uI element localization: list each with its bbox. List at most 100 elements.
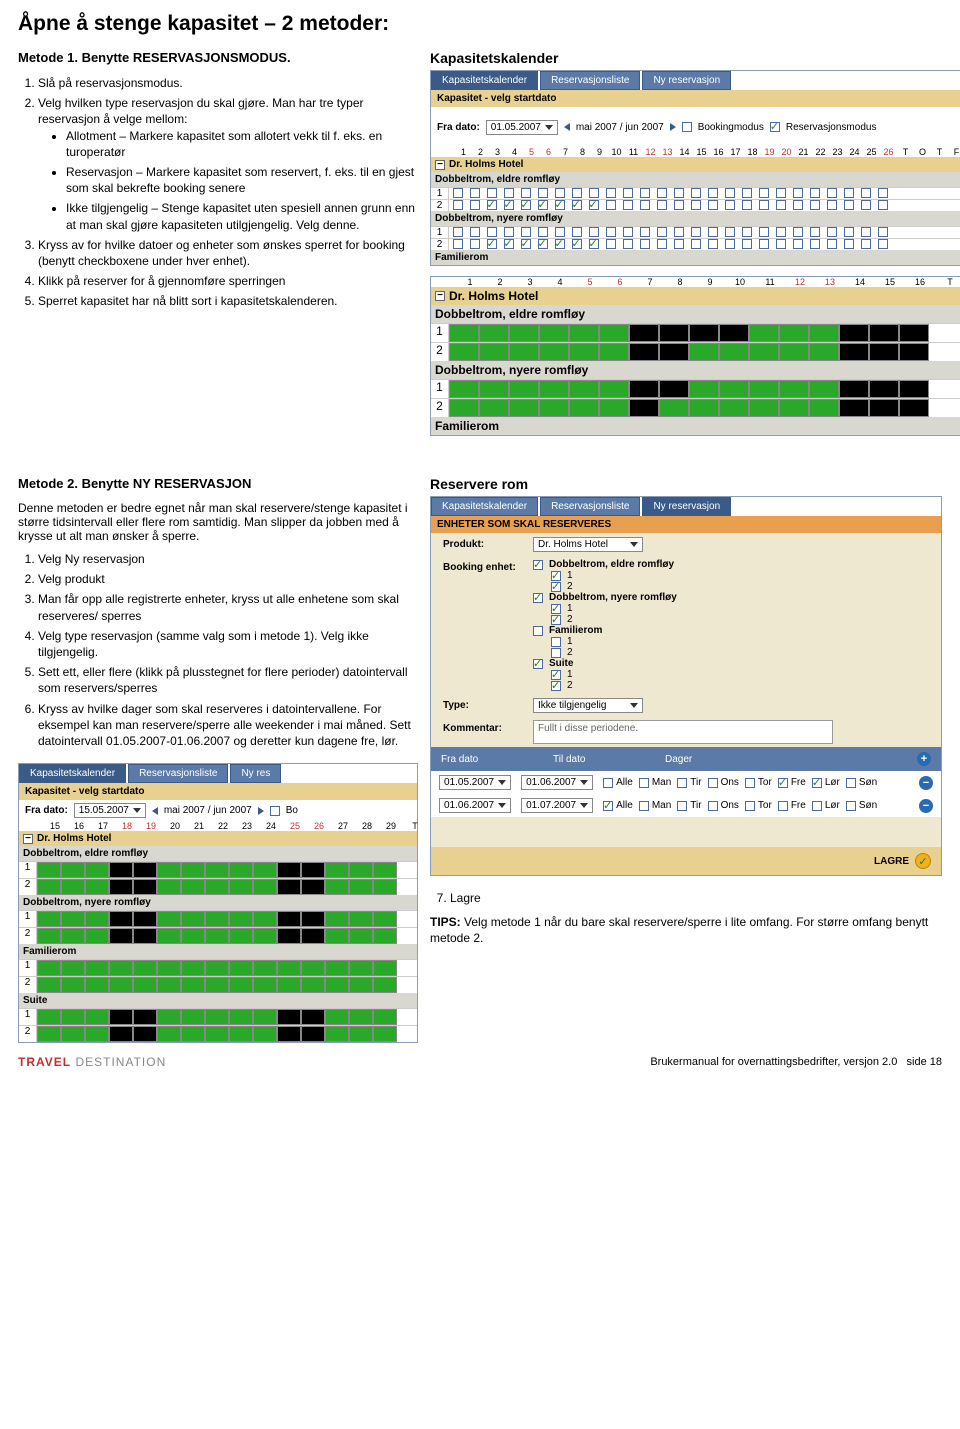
day-checkbox[interactable]	[759, 200, 769, 210]
day-checkbox[interactable]	[810, 227, 820, 237]
day-cell[interactable]	[373, 879, 397, 895]
day-cell[interactable]	[449, 324, 479, 342]
day-checkbox[interactable]	[640, 200, 650, 210]
day-checkbox[interactable]	[878, 200, 888, 210]
day-cell[interactable]	[205, 1009, 229, 1025]
day-cell[interactable]	[325, 960, 349, 976]
day-cell[interactable]	[839, 380, 869, 398]
day-cell[interactable]	[181, 862, 205, 878]
add-row-icon[interactable]: +	[917, 752, 931, 766]
day-cell[interactable]	[133, 1026, 157, 1042]
day-cell[interactable]	[253, 879, 277, 895]
day-cell[interactable]	[229, 1009, 253, 1025]
day-checkbox[interactable]	[691, 239, 701, 249]
day-checkbox[interactable]	[745, 778, 755, 788]
collapse-icon[interactable]: −	[435, 160, 445, 170]
day-cell[interactable]	[325, 911, 349, 927]
tab-reslist[interactable]: Reservasjonsliste	[540, 71, 640, 90]
day-cell[interactable]	[689, 343, 719, 361]
day-checkbox[interactable]	[725, 188, 735, 198]
day-checkbox[interactable]	[555, 239, 565, 249]
day-checkbox[interactable]	[589, 188, 599, 198]
day-cell[interactable]	[133, 977, 157, 993]
day-cell[interactable]	[839, 399, 869, 417]
day-checkbox[interactable]	[453, 200, 463, 210]
from-date[interactable]: 15.05.2007	[74, 803, 146, 818]
day-cell[interactable]	[629, 399, 659, 417]
day-cell[interactable]	[61, 928, 85, 944]
day-cell[interactable]	[719, 380, 749, 398]
unit-checkbox[interactable]	[551, 681, 561, 691]
day-cell[interactable]	[479, 380, 509, 398]
day-checkbox[interactable]	[742, 239, 752, 249]
day-cell[interactable]	[61, 1026, 85, 1042]
day-cell[interactable]	[749, 343, 779, 361]
day-cell[interactable]	[301, 960, 325, 976]
day-cell[interactable]	[373, 960, 397, 976]
to-date[interactable]: 01.06.2007	[521, 775, 593, 790]
day-checkbox[interactable]	[810, 200, 820, 210]
day-checkbox[interactable]	[674, 239, 684, 249]
day-cell[interactable]	[253, 1009, 277, 1025]
day-cell[interactable]	[37, 977, 61, 993]
day-cell[interactable]	[133, 928, 157, 944]
day-cell[interactable]	[37, 879, 61, 895]
day-checkbox[interactable]	[742, 227, 752, 237]
day-cell[interactable]	[133, 879, 157, 895]
day-checkbox[interactable]	[453, 239, 463, 249]
day-cell[interactable]	[61, 960, 85, 976]
day-cell[interactable]	[181, 1009, 205, 1025]
day-cell[interactable]	[325, 879, 349, 895]
type-select[interactable]: Ikke tilgjengelig	[533, 698, 643, 713]
day-cell[interactable]	[809, 380, 839, 398]
day-cell[interactable]	[719, 343, 749, 361]
day-cell[interactable]	[181, 928, 205, 944]
day-checkbox[interactable]	[555, 227, 565, 237]
day-checkbox[interactable]	[861, 188, 871, 198]
day-checkbox[interactable]	[623, 239, 633, 249]
tab-reslist[interactable]: Reservasjonsliste	[128, 764, 228, 783]
day-cell[interactable]	[205, 960, 229, 976]
day-cell[interactable]	[37, 1009, 61, 1025]
day-cell[interactable]	[205, 928, 229, 944]
day-checkbox[interactable]	[776, 200, 786, 210]
day-cell[interactable]	[629, 324, 659, 342]
day-cell[interactable]	[205, 862, 229, 878]
day-checkbox[interactable]	[623, 227, 633, 237]
day-checkbox[interactable]	[521, 239, 531, 249]
day-checkbox[interactable]	[844, 200, 854, 210]
day-cell[interactable]	[61, 879, 85, 895]
day-cell[interactable]	[569, 324, 599, 342]
day-cell[interactable]	[749, 380, 779, 398]
day-checkbox[interactable]	[640, 239, 650, 249]
day-cell[interactable]	[109, 960, 133, 976]
day-cell[interactable]	[229, 911, 253, 927]
day-cell[interactable]	[277, 911, 301, 927]
day-checkbox[interactable]	[487, 239, 497, 249]
day-cell[interactable]	[109, 879, 133, 895]
day-checkbox[interactable]	[453, 188, 463, 198]
unit-checkbox[interactable]	[551, 582, 561, 592]
bookmode-cb[interactable]	[270, 806, 280, 816]
day-cell[interactable]	[809, 399, 839, 417]
day-checkbox[interactable]	[745, 801, 755, 811]
day-cell[interactable]	[109, 1026, 133, 1042]
arrow-left-icon[interactable]	[152, 807, 158, 815]
day-cell[interactable]	[301, 977, 325, 993]
day-checkbox[interactable]	[674, 227, 684, 237]
day-checkbox[interactable]	[674, 200, 684, 210]
day-cell[interactable]	[509, 324, 539, 342]
day-checkbox[interactable]	[708, 778, 718, 788]
day-checkbox[interactable]	[453, 227, 463, 237]
day-checkbox[interactable]	[861, 239, 871, 249]
day-cell[interactable]	[109, 1009, 133, 1025]
day-cell[interactable]	[869, 343, 899, 361]
day-checkbox[interactable]	[844, 239, 854, 249]
day-checkbox[interactable]	[846, 778, 856, 788]
day-checkbox[interactable]	[759, 227, 769, 237]
day-cell[interactable]	[779, 399, 809, 417]
day-cell[interactable]	[749, 324, 779, 342]
day-checkbox[interactable]	[827, 239, 837, 249]
day-cell[interactable]	[157, 911, 181, 927]
day-checkbox[interactable]	[776, 227, 786, 237]
